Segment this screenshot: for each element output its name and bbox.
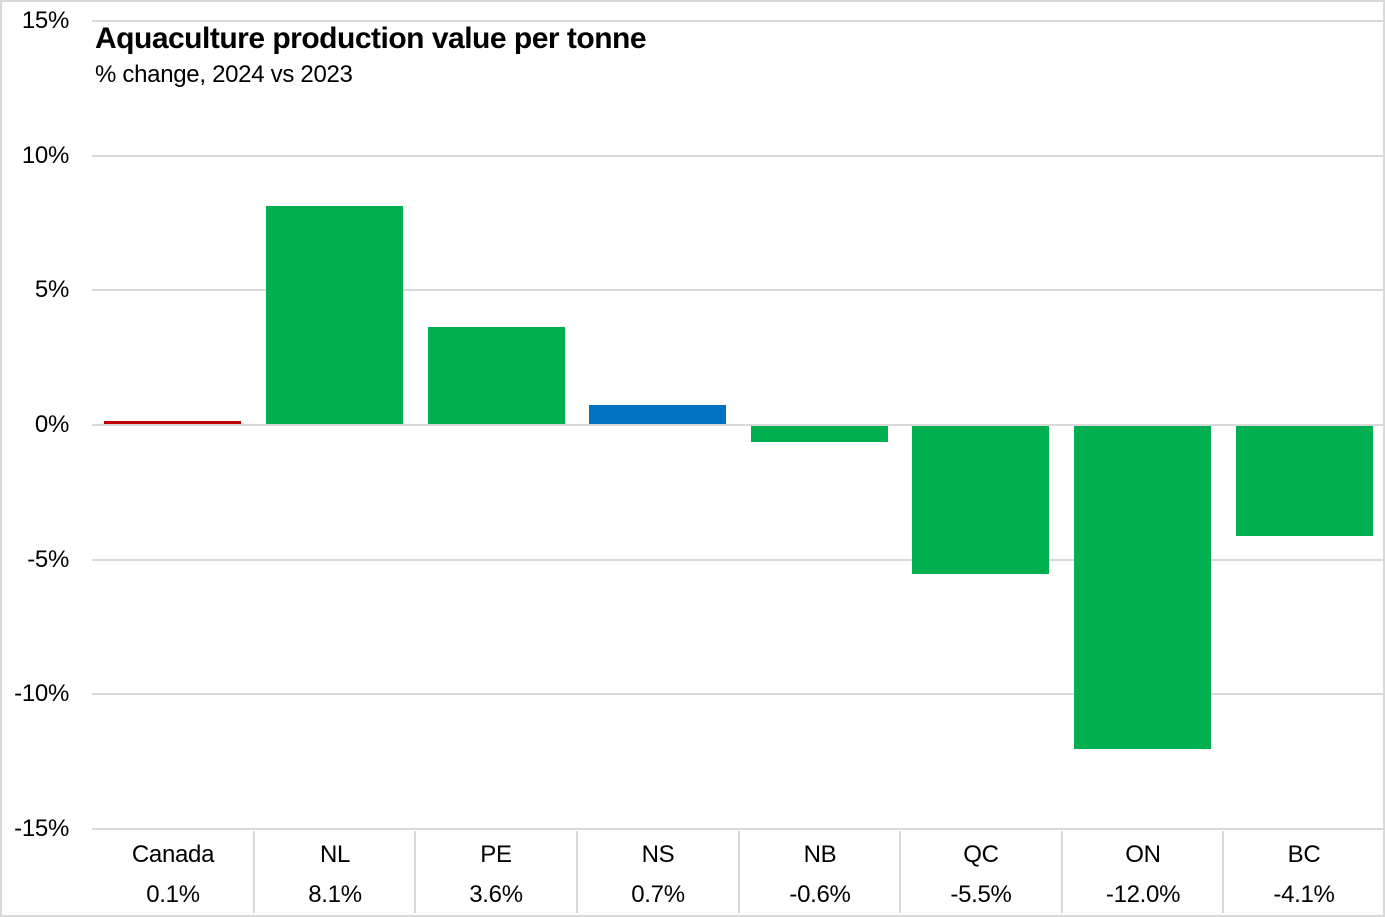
- table-column-divider: [1061, 831, 1063, 913]
- table-column-divider: [738, 831, 740, 913]
- data-table-value: -12.0%: [1105, 881, 1181, 908]
- data-table-value: 3.6%: [469, 881, 523, 908]
- gridline: [92, 693, 1383, 695]
- data-table-value: 8.1%: [308, 881, 362, 908]
- data-table-value: 0.7%: [631, 881, 685, 908]
- x-axis-category-label: ON: [1125, 841, 1161, 868]
- table-column-divider: [1222, 831, 1224, 913]
- y-axis-tick-label: -15%: [14, 815, 69, 842]
- bar-qc: [912, 426, 1049, 574]
- x-axis-category-label: PE: [480, 841, 512, 868]
- data-table-value: 0.1%: [146, 881, 200, 908]
- zero-gridline: [92, 424, 1383, 426]
- gridline: [92, 559, 1383, 561]
- table-column-divider: [253, 831, 255, 913]
- gridline: [92, 20, 1383, 22]
- data-table-value: -4.1%: [1273, 881, 1335, 908]
- y-axis-tick-label: 0%: [34, 411, 69, 438]
- y-axis-tick-label: 10%: [21, 142, 69, 169]
- y-axis-tick-label: 5%: [34, 276, 69, 303]
- x-axis-category-label: BC: [1287, 841, 1321, 868]
- chart-subtitle: % change, 2024 vs 2023: [95, 60, 353, 88]
- table-column-divider: [576, 831, 578, 913]
- x-axis-category-label: NL: [319, 841, 351, 868]
- gridline: [92, 828, 1383, 830]
- chart-title: Aquaculture production value per tonne: [95, 22, 647, 55]
- x-axis-category-label: QC: [963, 841, 999, 868]
- gridline: [92, 289, 1383, 291]
- bar-on: [1074, 426, 1211, 749]
- gridline: [92, 155, 1383, 157]
- y-axis-tick-label: 15%: [21, 7, 69, 34]
- bar-pe: [428, 327, 565, 424]
- bar-canada: [104, 421, 241, 424]
- bar-ns: [589, 405, 726, 424]
- y-axis-tick-label: -5%: [27, 546, 69, 573]
- x-axis-category-label: NS: [641, 841, 675, 868]
- x-axis-category-label: NB: [803, 841, 837, 868]
- bar-nb: [751, 426, 888, 442]
- y-axis-tick-label: -10%: [14, 680, 69, 707]
- data-table-value: -0.6%: [789, 881, 851, 908]
- bar-bc: [1236, 426, 1373, 536]
- x-axis-category-label: Canada: [131, 841, 215, 868]
- data-table-value: -5.5%: [950, 881, 1012, 908]
- bar-nl: [266, 206, 403, 424]
- table-column-divider: [899, 831, 901, 913]
- table-column-divider: [414, 831, 416, 913]
- chart-header: Aquaculture production value per tonne %…: [95, 22, 647, 89]
